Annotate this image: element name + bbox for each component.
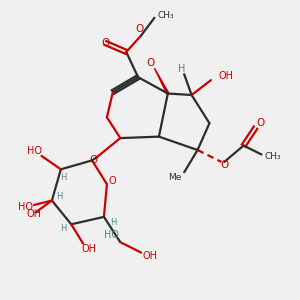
Text: O: O: [147, 58, 155, 68]
Text: CH₃: CH₃: [264, 152, 281, 161]
Text: HO: HO: [104, 230, 119, 240]
Text: O: O: [220, 160, 228, 170]
Text: H: H: [178, 64, 185, 74]
Text: H: H: [56, 192, 62, 201]
Text: CH₃: CH₃: [158, 11, 174, 20]
Polygon shape: [154, 68, 169, 94]
Text: OH: OH: [142, 251, 158, 261]
Text: H: H: [60, 224, 66, 233]
Text: HO: HO: [18, 202, 33, 212]
Text: O: O: [89, 155, 98, 165]
Text: O: O: [101, 38, 110, 48]
Text: H: H: [61, 173, 67, 182]
Text: O: O: [256, 118, 265, 128]
Text: H: H: [110, 218, 116, 227]
Text: OH: OH: [82, 244, 97, 254]
Text: O: O: [108, 176, 116, 186]
Text: OH: OH: [218, 71, 233, 81]
Text: OH: OH: [27, 209, 42, 219]
Text: HO: HO: [27, 146, 42, 157]
Text: Me: Me: [169, 173, 182, 182]
Text: O: O: [136, 24, 144, 34]
